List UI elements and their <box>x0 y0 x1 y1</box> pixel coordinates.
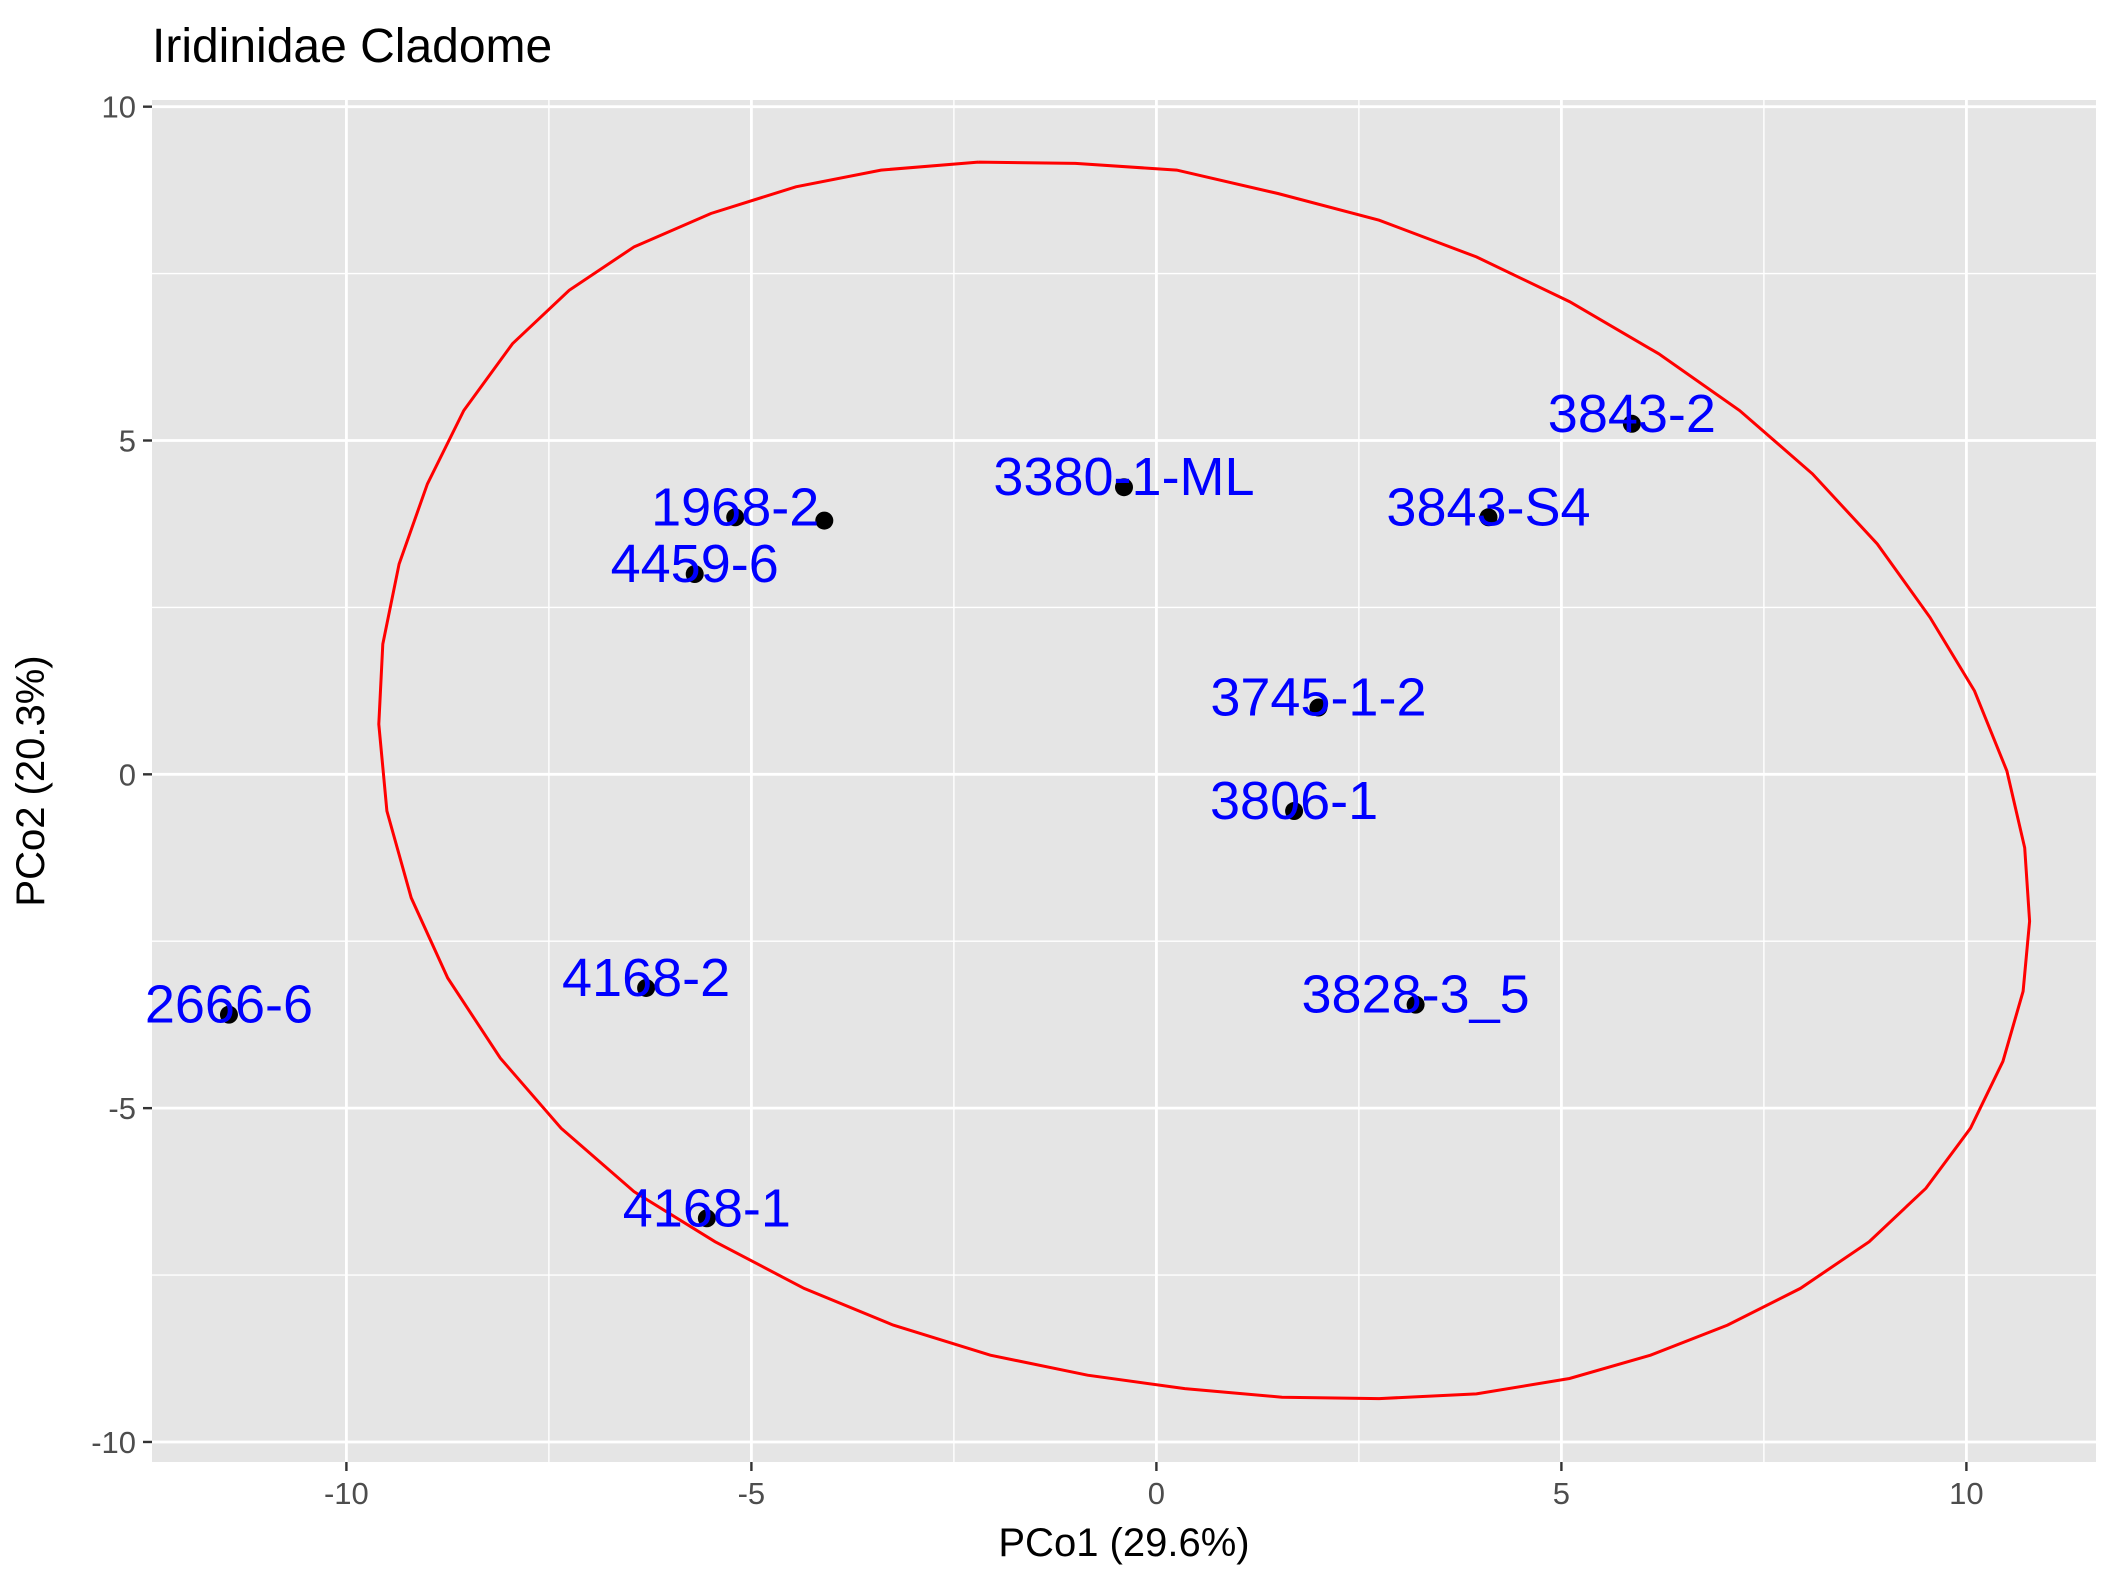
data-point <box>815 511 834 530</box>
data-point <box>1479 508 1498 527</box>
data-point <box>685 565 704 584</box>
y-tick-label: 10 <box>102 90 136 125</box>
point-label: 1968-2 <box>651 477 819 537</box>
x-tick-label: -10 <box>324 1476 369 1511</box>
point-label: 3745-1-2 <box>1210 668 1426 728</box>
y-tick-label: 5 <box>119 424 136 459</box>
ellipse-path <box>377 160 2032 1401</box>
point-label: 4168-2 <box>562 948 730 1008</box>
point-label: 3380-1-ML <box>993 447 1254 507</box>
data-point <box>1622 414 1641 433</box>
x-tick-label: 5 <box>1553 1476 1570 1511</box>
data-point <box>1309 698 1328 717</box>
y-axis-title: PCo2 (20.3%) <box>9 655 53 906</box>
point-label: 4168-1 <box>623 1178 791 1238</box>
chart-title: Iridinidae Cladome <box>152 20 552 73</box>
x-tick-label: 10 <box>1949 1476 1983 1511</box>
point-label: 3806-1 <box>1210 771 1378 831</box>
data-point <box>697 1209 716 1228</box>
y-tick-label: 0 <box>119 757 136 792</box>
point-label: 4459-6 <box>611 534 779 594</box>
x-axis: -10 -5 0 5 10 <box>324 1462 1984 1511</box>
x-tick-label: 0 <box>1148 1476 1165 1511</box>
data-point <box>219 1005 238 1024</box>
point-label: 3843-S4 <box>1386 477 1590 537</box>
y-tick-label: -10 <box>91 1425 136 1460</box>
x-axis-title: PCo1 (29.6%) <box>998 1521 1249 1565</box>
confidence-ellipse <box>377 160 2032 1401</box>
plot-panel <box>152 100 2096 1462</box>
data-point <box>1115 478 1133 497</box>
y-tick-label: -5 <box>108 1091 136 1126</box>
data-point <box>637 978 656 997</box>
data-point <box>726 508 745 527</box>
point-label: 3843-2 <box>1548 384 1716 444</box>
point-label: 2666-6 <box>145 975 313 1035</box>
point-label: 3828-3_5 <box>1301 965 1529 1025</box>
data-point <box>1285 802 1304 821</box>
x-tick-label: -5 <box>738 1476 766 1511</box>
grid-major <box>152 100 2096 1462</box>
data-point <box>1406 995 1425 1014</box>
grid-minor <box>152 100 2096 1462</box>
points <box>219 414 1641 1228</box>
y-axis: -10 -5 0 5 10 <box>91 90 152 1460</box>
